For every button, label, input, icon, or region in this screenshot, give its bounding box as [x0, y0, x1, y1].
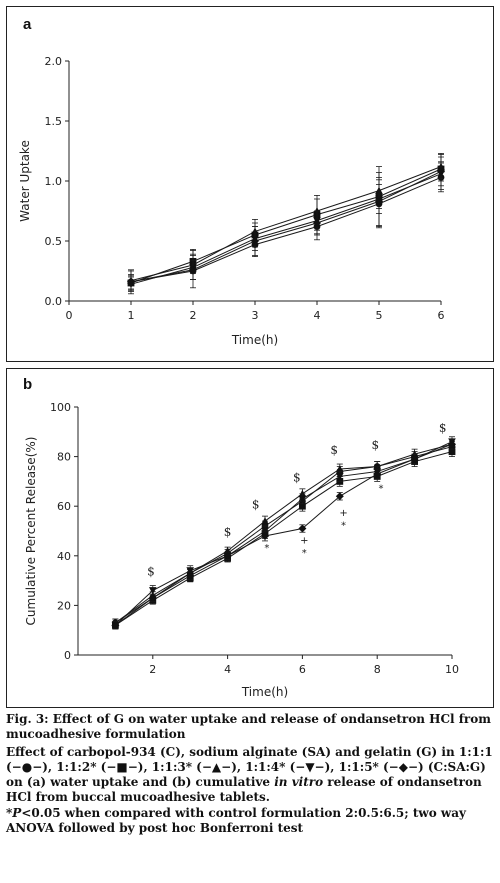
chart-a-x-axis-title: Time(h) [231, 333, 278, 347]
chart-b-series-4-line [115, 441, 453, 626]
chart-b-series-5-point [373, 469, 382, 478]
caption-body-part2: release of ondansetron HCl from buccal m… [6, 775, 482, 805]
chart-b-significance-mark: $ [147, 565, 155, 579]
chart-a-svg: a 0 1 2 3 4 5 6 0.0 0.5 1.0 1.5 2.0 Time(h) Water Upt… [18, 16, 445, 347]
chart-b-series-2-line [115, 451, 453, 626]
chart-b-series-5-point [410, 455, 419, 464]
chart-a-series-3-line [130, 166, 442, 282]
caption-note-rest: <0.05 when compared with control formula… [6, 805, 466, 836]
chart-b-series-5-point [261, 531, 269, 540]
chart-panel-b: b 2 4 6 8 10 0 20 40 60 80 100 Time(h) Cumulative Pe… [6, 368, 494, 708]
caption-body: Effect of carbopol-934 (C), sodium algin… [6, 745, 494, 806]
chart-a-series-5-point [251, 237, 259, 245]
chart-b-series-5-point [298, 524, 307, 533]
chart-b-y-tick-label: 20 [57, 599, 71, 612]
caption-body-part1: Effect of carbopol-934 (C), sodium algin… [6, 744, 493, 790]
chart-b-significance-mark: $ [439, 421, 447, 435]
chart-b-y-axis-title: Cumulative Percent Release(%) [24, 437, 38, 626]
chart-a-series-5-point [127, 277, 135, 286]
chart-b-x-tick-label: 4 [224, 663, 231, 676]
chart-b-series-5-line [115, 443, 453, 626]
chart-b-series-4-point [336, 473, 344, 481]
chart-b-x-tick-label: 8 [374, 663, 381, 676]
chart-a-y-tick-label: 2.0 [45, 55, 63, 68]
chart-a-x-tick-label: 3 [252, 309, 259, 322]
chart-a-series-5-point [313, 219, 321, 227]
chart-a-x-tick-label: 2 [190, 309, 197, 322]
chart-a-series-5-line [130, 170, 442, 283]
chart-b-significance-mark: * [302, 548, 307, 559]
chart-a-y-tick-label: 0.5 [45, 235, 63, 248]
chart-b-significance-mark: + [300, 535, 308, 546]
chart-b-significance-mark: $ [293, 470, 301, 484]
chart-b-series-2-point [299, 502, 306, 510]
chart-b-series-4-point [298, 495, 307, 503]
chart-a-x-tick-label: 1 [128, 309, 135, 322]
chart-a-series-5-point [375, 197, 383, 206]
chart-b-series-5-point [223, 551, 232, 560]
chart-b-series-1-line [115, 446, 453, 624]
caption-title: Fig. 3: Effect of G on water uptake and … [6, 712, 491, 742]
chart-a-series-4-line [130, 173, 442, 285]
caption-note: *P<0.05 when compared with control formu… [6, 806, 494, 837]
chart-b-series-3-point [261, 517, 269, 525]
chart-b-series-4-point [186, 567, 194, 575]
chart-b-x-tick-label: 6 [299, 663, 306, 676]
figure-caption: Fig. 3: Effect of G on water uptake and … [6, 712, 494, 836]
chart-b-series-5-point [148, 593, 157, 602]
chart-b-significance-mark: * [264, 543, 269, 554]
chart-b-x-axis-title: Time(h) [241, 685, 288, 699]
chart-b-series-3-point [336, 465, 344, 473]
chart-panel-a: a 0 1 2 3 4 5 6 0.0 0.5 1.0 1.5 2.0 Time(h) Water Upt… [6, 6, 494, 362]
chart-b-significance-mark: $ [372, 438, 380, 452]
chart-b-x-tick-label: 2 [149, 663, 156, 676]
chart-b-significance-mark: $ [224, 525, 232, 539]
chart-a-x-tick-label: 4 [314, 309, 321, 322]
chart-a-y-tick-label: 0.0 [45, 295, 63, 308]
caption-note-p: *P [6, 805, 22, 820]
chart-a-y-axis-title: Water Uptake [18, 140, 32, 222]
chart-b-x-tick-label: 10 [445, 663, 459, 676]
panel-b-letter: b [23, 376, 32, 393]
chart-b-series-5-point [448, 440, 456, 449]
chart-a-x-tick-label: 6 [438, 309, 445, 322]
chart-b-y-tick-label: 100 [50, 401, 71, 414]
chart-b-series-3-line [115, 443, 453, 624]
chart-b-y-tick-label: 80 [57, 451, 71, 464]
chart-b-y-tick-label: 40 [57, 550, 71, 563]
chart-b-significance-mark: * [341, 521, 346, 532]
chart-a-series-1-line [130, 176, 442, 283]
chart-b-significance-mark: $ [330, 443, 338, 457]
chart-b-significance-mark: * [378, 483, 383, 494]
chart-a-y-tick-label: 1.0 [45, 175, 63, 188]
chart-b-series-5-point [335, 492, 344, 501]
chart-b-series-5-point [186, 571, 195, 580]
chart-b-significance-mark: $ [252, 498, 260, 512]
chart-b-y-tick-label: 60 [57, 500, 71, 513]
caption-body-italic: in vitro [274, 775, 324, 790]
chart-a-series-5-point [189, 265, 197, 274]
chart-b-series-4-point [149, 587, 157, 595]
chart-b-series-5-point [111, 621, 120, 630]
panel-a-letter: a [23, 16, 32, 33]
chart-a-x-tick-label: 5 [376, 309, 383, 322]
chart-a-series-5-point [437, 167, 445, 176]
chart-a-y-tick-label: 1.5 [45, 115, 63, 128]
chart-b-significance-mark: + [339, 508, 347, 519]
chart-a-x-tick-label: 0 [66, 309, 73, 322]
chart-a-series-2-line [130, 168, 442, 284]
chart-b-series-2-point [448, 448, 456, 456]
chart-b-y-tick-label: 0 [64, 649, 71, 662]
